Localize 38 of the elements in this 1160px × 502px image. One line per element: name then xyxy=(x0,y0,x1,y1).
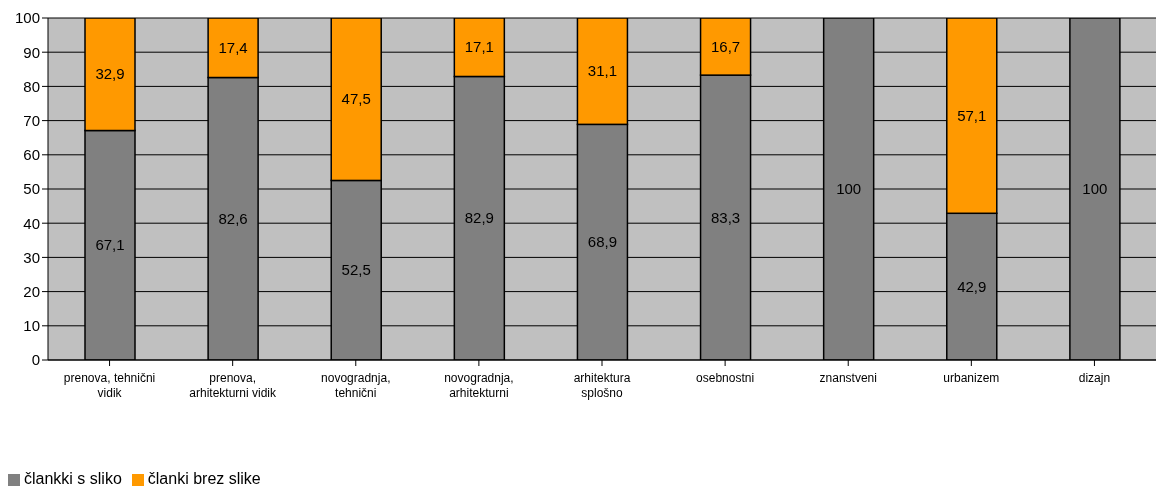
data-label: 82,9 xyxy=(464,209,494,227)
y-tick-label: 100 xyxy=(14,9,40,27)
x-tick-label: dizajn xyxy=(1078,371,1111,385)
data-label: 68,9 xyxy=(587,233,618,251)
data-label: 16,7 xyxy=(710,37,741,55)
data-label: 52,5 xyxy=(341,261,371,279)
data-label: 67,1 xyxy=(95,236,125,254)
data-label: 17,1 xyxy=(464,38,494,56)
x-tick-label: osebnostni xyxy=(696,371,755,385)
y-tick-label: 90 xyxy=(23,43,40,61)
legend-label: člankki s sliko xyxy=(24,470,122,487)
data-label: 100 xyxy=(1082,180,1108,197)
y-tick-label: 50 xyxy=(23,180,40,198)
x-tick-label: novogradnja, tehnični xyxy=(321,371,391,400)
y-tick-label: 10 xyxy=(23,317,40,335)
x-tick-label: arhitektura splošno xyxy=(573,371,631,400)
y-tick-label: 30 xyxy=(23,248,40,266)
y-tick-label: 80 xyxy=(23,77,40,95)
x-tick-label: novogradnja, arhitekturni xyxy=(444,371,514,400)
data-label: 17,4 xyxy=(218,38,248,56)
y-tick-label: 40 xyxy=(23,214,40,232)
y-tick-label: 20 xyxy=(23,282,40,300)
y-tick-label: 60 xyxy=(23,146,40,164)
data-label: 47,5 xyxy=(341,90,371,108)
y-tick-label: 0 xyxy=(31,351,40,369)
x-tick-label: urbanizem xyxy=(943,371,1000,385)
x-tick-label: prenova, tehnični vidik xyxy=(63,371,156,400)
data-label: 83,3 xyxy=(710,208,741,226)
x-tick-label: prenova, arhitekturni vidik xyxy=(189,371,278,400)
y-tick-label: 70 xyxy=(23,111,40,129)
data-label: 42,9 xyxy=(957,277,987,295)
legend-label: članki brez slike xyxy=(147,470,261,487)
data-label: 82,6 xyxy=(218,209,248,227)
x-tick-label: znanstveni xyxy=(819,371,877,385)
data-label: 100 xyxy=(836,180,862,197)
data-label: 32,9 xyxy=(95,65,125,83)
data-label: 31,1 xyxy=(587,62,618,80)
data-label: 57,1 xyxy=(957,106,987,124)
